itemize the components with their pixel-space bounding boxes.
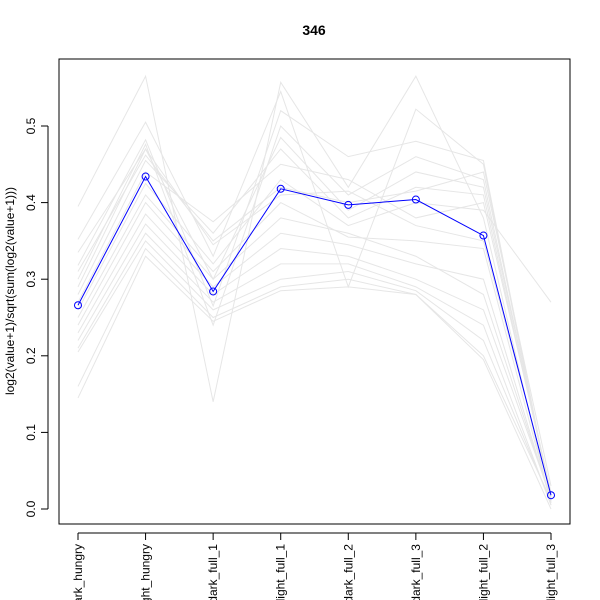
y-axis-label: log2(value+1)/sqrt(sum(log2(value+1))): [3, 187, 17, 395]
background-series-line-11: [77, 213, 552, 502]
plot-frame: [58, 58, 571, 525]
highlight-point-light_full_3: [547, 491, 555, 500]
chart-title: 346: [302, 22, 326, 38]
y-tick-label: 0.4: [24, 194, 38, 211]
x-tick-label-light_hungry: light_hungry: [139, 544, 153, 600]
background-series-line-5: [77, 136, 552, 494]
background-series-line-10: [77, 201, 552, 500]
x-tick-label-light_full_2: light_full_2: [476, 544, 490, 600]
background-series-line-6: [77, 148, 552, 496]
x-axis: dark_hungry light_hungry dark_full_1 light_…: [71, 532, 558, 600]
y-tick-label: 0.0: [24, 500, 38, 517]
background-series-line-7: [77, 163, 552, 493]
highlight-point-dark_full_1: [209, 287, 218, 296]
background-series-group: [77, 74, 552, 510]
background-series-line-1: [77, 74, 552, 506]
highlight-point-dark_hungry: [74, 301, 82, 310]
highlight-point-dark_full_2: [344, 200, 353, 209]
y-tick-label: 0.5: [24, 117, 38, 134]
background-series-line-14: [77, 240, 552, 504]
x-tick-label-light_full_1: light_full_1: [274, 544, 288, 600]
background-series-line-15: [77, 247, 552, 501]
y-tick-label: 0.2: [24, 347, 38, 364]
background-series-line-4: [77, 125, 552, 498]
highlight-series-group: [74, 172, 555, 500]
highlight-point-light_full_2: [479, 231, 488, 240]
x-tick-label-dark_full_1: dark_full_1: [206, 544, 220, 600]
background-series-line-8: [77, 178, 552, 311]
highlight-point-dark_full_3: [411, 195, 420, 204]
background-series-line-17: [77, 154, 552, 487]
background-series-line-18: [77, 148, 552, 494]
highlight-point-light_full_1: [276, 184, 285, 193]
x-tick-label-dark_hungry: dark_hungry: [71, 544, 85, 600]
highlight-series-line: [77, 175, 552, 496]
y-tick-label: 0.1: [24, 424, 38, 441]
background-series-line-12: [77, 223, 552, 498]
y-tick-label: 0.3: [24, 271, 38, 288]
background-series-line-9: [77, 194, 552, 504]
background-series-line-13: [77, 232, 552, 506]
x-tick-label-dark_full_2: dark_full_2: [341, 544, 355, 600]
background-series-line-16: [77, 255, 552, 510]
x-tick-label-light_full_3: light_full_3: [544, 544, 558, 600]
highlight-point-light_hungry: [141, 172, 150, 181]
y-axis: 0.0 0.1 0.2 0.3 0.4 0.5: [24, 117, 49, 517]
background-series-line-3: [77, 109, 552, 500]
background-series-line-2: [77, 90, 552, 502]
x-tick-label-dark_full_3: dark_full_3: [409, 544, 423, 600]
